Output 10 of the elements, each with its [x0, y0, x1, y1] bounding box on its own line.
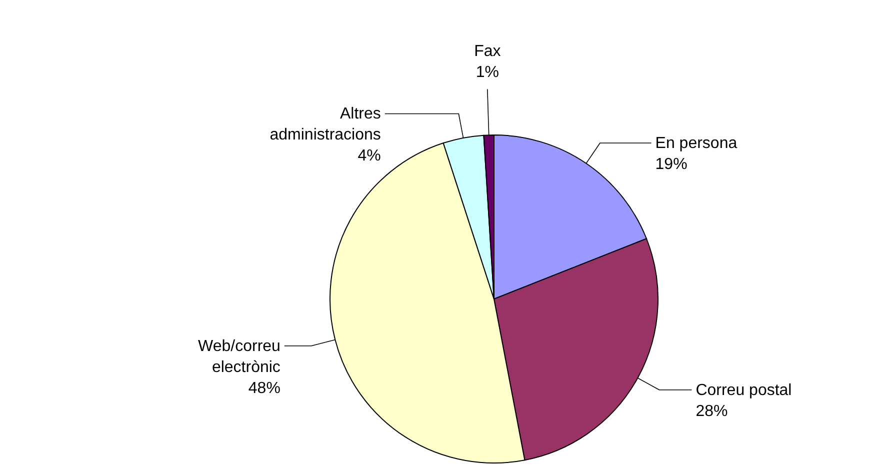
slice-label: Altres administracions	[270, 106, 381, 144]
data-label: 19%	[655, 156, 688, 174]
slice-label: Correu postal	[696, 382, 792, 399]
slice-label: Fax	[474, 43, 501, 60]
slice-label: Web/correu electrònic	[198, 338, 280, 376]
data-label: 1%	[476, 64, 499, 82]
slice-label: En persona	[655, 135, 738, 152]
data-label: 28%	[696, 402, 728, 420]
data-label: 48%	[248, 380, 280, 397]
data-label: 4%	[358, 148, 381, 165]
